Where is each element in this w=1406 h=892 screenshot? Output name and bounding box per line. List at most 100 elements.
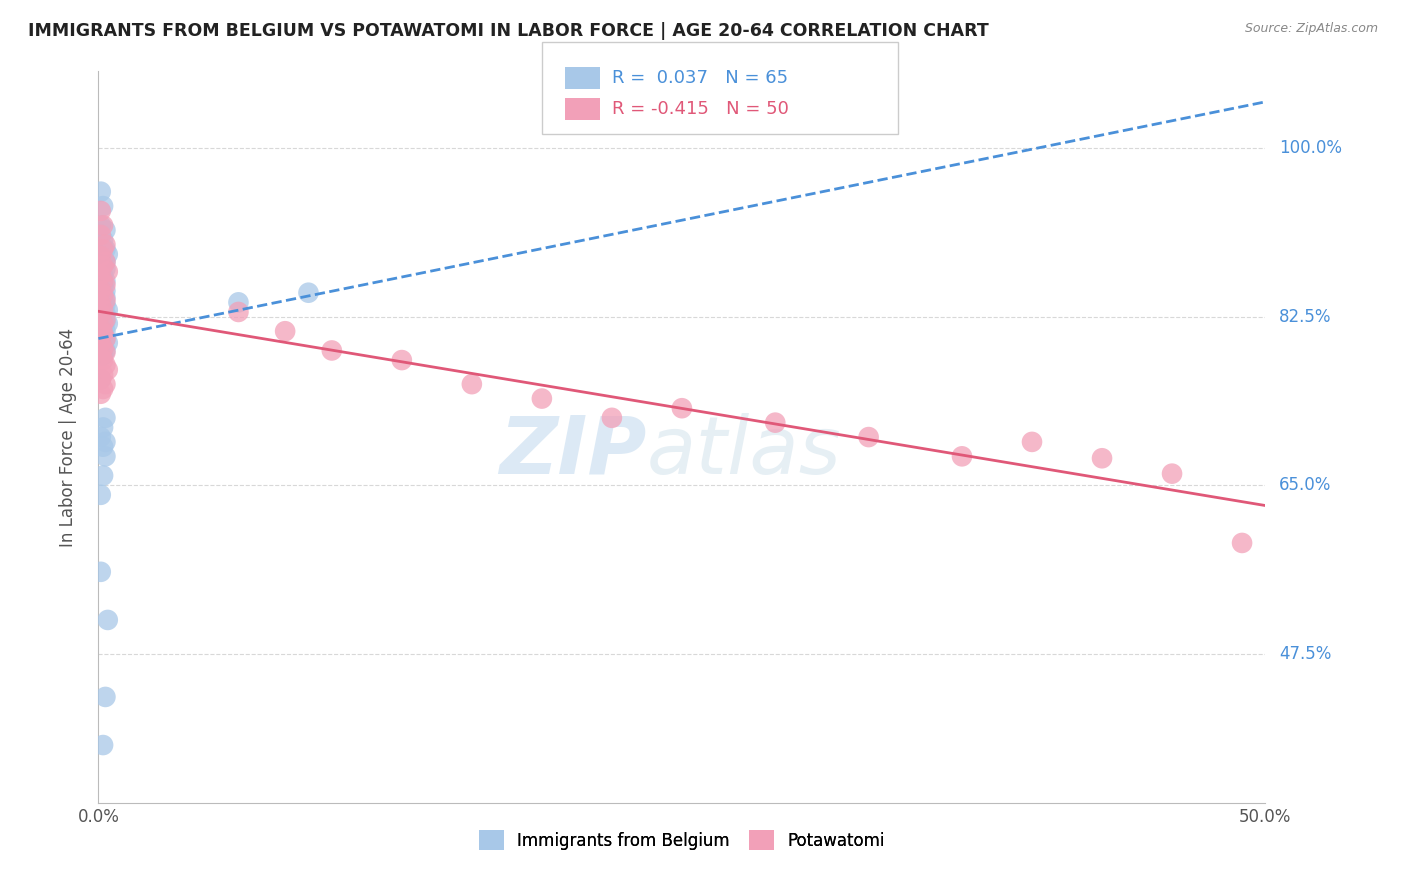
Point [91,382,114,396]
Point [94,291,117,305]
Point [91,342,114,356]
Point [91,326,114,340]
Point [94,332,117,346]
Point [94,434,117,449]
Point [530,392,553,406]
Point [94,312,117,326]
Point [90,271,112,285]
Point [94,410,117,425]
Point [90,227,112,242]
Point [94,293,117,308]
Text: ZIP: ZIP [499,413,647,491]
Text: R =  0.037   N = 65: R = 0.037 N = 65 [612,69,787,87]
Point [90,219,112,233]
Point [91,312,114,326]
Point [91,199,114,213]
Point [91,259,114,273]
Point [94,274,117,288]
Point [94,315,117,329]
Point [91,420,114,434]
Y-axis label: In Labor Force | Age 20-64: In Labor Force | Age 20-64 [59,327,77,547]
Point [671,401,693,416]
FancyBboxPatch shape [565,67,600,88]
Text: 82.5%: 82.5% [1279,308,1331,326]
Point [91,287,114,301]
Point [90,345,112,359]
Point [94,223,117,237]
Point [97,303,120,318]
Point [91,305,114,319]
Point [91,738,114,752]
Point [97,362,120,376]
Point [91,243,114,257]
Point [94,255,117,269]
Point [94,324,117,338]
Point [91,219,114,233]
Text: Source: ZipAtlas.com: Source: ZipAtlas.com [1244,22,1378,36]
Point [90,329,112,343]
Point [90,488,112,502]
Text: 47.5%: 47.5% [1279,645,1331,663]
Point [90,185,112,199]
Point [391,353,413,368]
Point [94,261,117,276]
Point [91,353,114,368]
Point [94,307,117,321]
Point [90,237,112,252]
Point [90,322,112,336]
Point [94,255,117,269]
Text: IMMIGRANTS FROM BELGIUM VS POTAWATOMI IN LABOR FORCE | AGE 20-64 CORRELATION CHA: IMMIGRANTS FROM BELGIUM VS POTAWATOMI IN… [28,22,988,40]
Point [90,386,112,401]
Point [90,247,112,261]
Text: 65.0%: 65.0% [1279,476,1331,494]
Point [97,264,120,278]
Point [1021,434,1043,449]
Point [274,324,297,338]
Point [90,335,112,350]
Point [1161,467,1184,481]
Point [90,310,112,324]
Point [91,342,114,356]
Point [91,468,114,483]
Point [91,276,114,290]
Point [858,430,880,444]
Point [94,343,117,358]
Point [94,377,117,392]
Point [94,690,117,704]
Point [90,338,112,352]
Point [950,450,973,464]
Text: atlas: atlas [647,413,842,491]
Point [228,295,250,310]
Point [600,410,623,425]
Point [228,305,250,319]
Point [94,243,117,257]
Point [90,268,112,283]
Point [94,284,117,298]
FancyBboxPatch shape [541,42,898,134]
Point [91,368,114,382]
FancyBboxPatch shape [565,98,600,120]
Point [90,293,112,308]
Point [91,287,114,301]
Point [91,317,114,331]
Point [90,430,112,444]
Point [94,297,117,311]
Legend: Immigrants from Belgium, Potawatomi: Immigrants from Belgium, Potawatomi [468,820,896,860]
Point [91,259,114,273]
Point [321,343,343,358]
Point [91,334,114,348]
Point [90,257,112,271]
Point [90,372,112,386]
Point [90,300,112,314]
Point [90,322,112,336]
Point [94,450,117,464]
Point [90,297,112,311]
Point [91,268,114,283]
Point [90,267,112,281]
Point [94,358,117,372]
Point [763,416,786,430]
Point [91,319,114,334]
Point [1091,451,1114,466]
Point [94,345,117,359]
Point [91,295,114,310]
